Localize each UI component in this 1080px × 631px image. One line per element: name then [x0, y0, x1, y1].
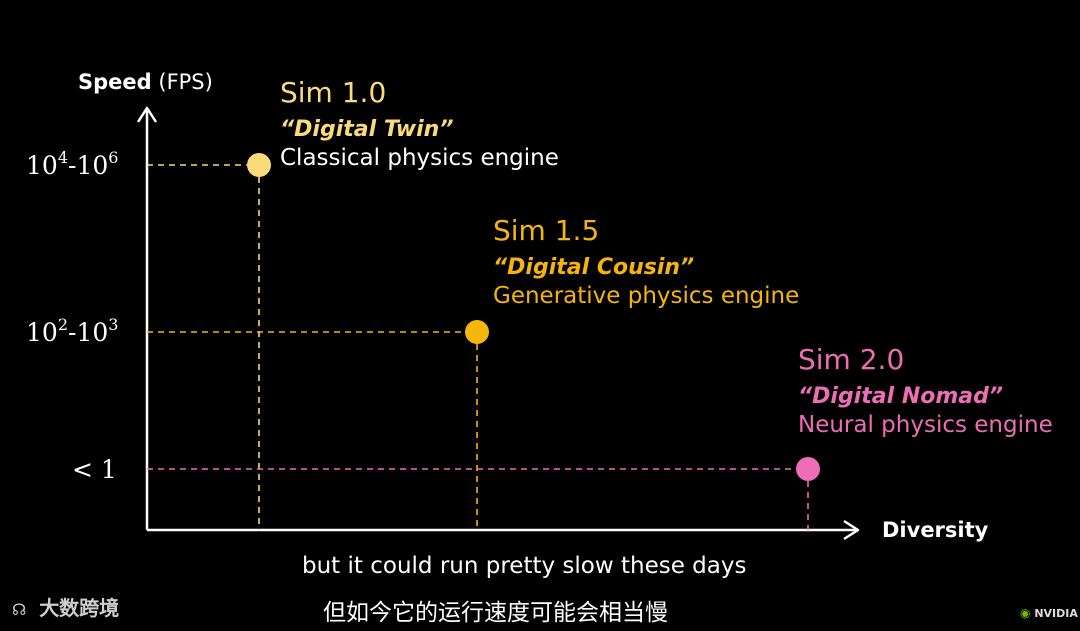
sim-1-0-title: Sim 1.0: [280, 76, 387, 109]
sim-1-0-label: Sim 1.0 “Digital Twin” Classical physics…: [280, 76, 559, 172]
subtitle-chinese: 但如今它的运行速度可能会相当慢: [309, 589, 682, 631]
point-1-marker: [247, 153, 271, 177]
x-axis-arrowhead: [843, 519, 860, 541]
y-axis-title-main: Speed: [78, 70, 152, 94]
subtitle-english: but it could run pretty slow these days: [288, 549, 761, 583]
sim-2-0-description: Neural physics engine: [798, 412, 1053, 438]
y-axis-title: Speed (FPS): [78, 70, 213, 94]
sim-2-0-title: Sim 2.0: [798, 343, 905, 376]
point-2-marker: [465, 320, 489, 344]
y-tick-label-3: < 1: [72, 455, 117, 484]
sim-1-5-label: Sim 1.5 “Digital Cousin” Generative phys…: [493, 214, 799, 310]
y-axis-arrowhead: [136, 106, 158, 123]
sim-2-0-nickname: “Digital Nomad”: [798, 384, 1004, 409]
sim-2-0-label: Sim 2.0 “Digital Nomad” Neural physics e…: [798, 343, 1053, 439]
watermark-left-text: 大数跨境: [39, 596, 120, 620]
sim-1-0-description: Classical physics engine: [280, 145, 559, 171]
sim-1-0-nickname: “Digital Twin”: [280, 117, 454, 142]
y-axis-title-unit: (FPS): [158, 70, 213, 94]
point-3-marker: [796, 457, 820, 481]
sim-1-5-nickname: “Digital Cousin”: [493, 255, 695, 280]
watermark-brand-icon: ☊: [12, 600, 27, 619]
nvidia-eye-icon: ◉: [1020, 606, 1031, 620]
x-axis-title: Diversity: [882, 518, 988, 542]
sim-1-5-title: Sim 1.5: [493, 214, 600, 247]
x-axis-title-main: Diversity: [882, 518, 989, 542]
y-tick-label-2: 102-103: [26, 315, 118, 347]
nvidia-logo: ◉ NVIDIA: [1020, 606, 1078, 620]
sim-1-5-description: Generative physics engine: [493, 283, 800, 309]
nvidia-logo-text: NVIDIA: [1034, 607, 1078, 620]
y-tick-label-1: 104-106: [26, 148, 118, 180]
watermark-logo-left: ☊ 大数跨境: [12, 592, 119, 621]
